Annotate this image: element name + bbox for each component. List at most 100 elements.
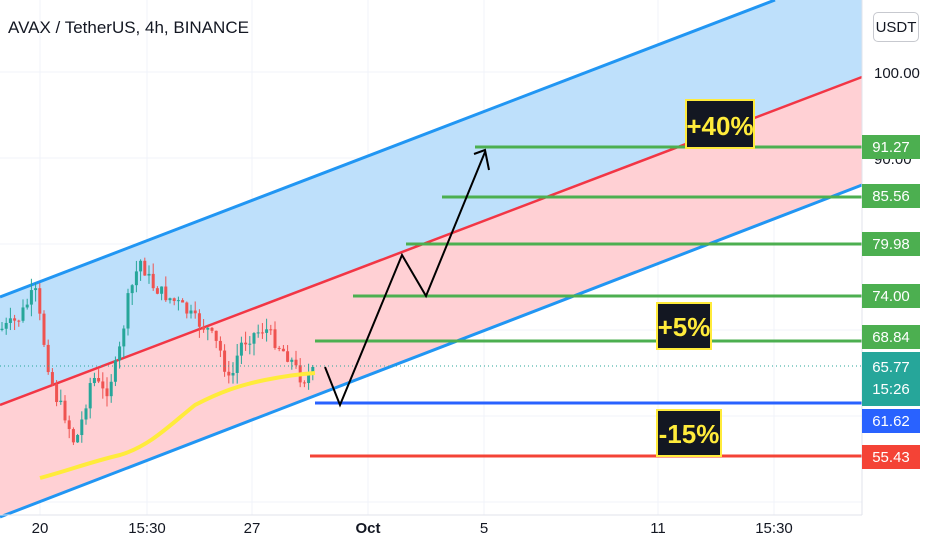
channel-top-line[interactable] (0, 0, 776, 299)
projected-path[interactable] (324, 151, 486, 408)
candle-body (189, 310, 193, 314)
svg-text:68.84: 68.84 (872, 329, 910, 346)
candle-body (218, 340, 222, 351)
candle-body (42, 313, 46, 345)
candle-body (151, 273, 155, 289)
candle-body (176, 300, 180, 302)
candle-body (214, 330, 218, 341)
candle-body (294, 359, 298, 366)
candle-body (113, 360, 117, 382)
svg-text:79.98: 79.98 (872, 236, 910, 253)
candle-body (109, 381, 113, 397)
candle-body (38, 288, 42, 314)
price-label-74-00: 74.00 (862, 284, 920, 308)
candle-body (139, 260, 143, 272)
currency-button[interactable]: USDT (873, 12, 919, 42)
candle-body (265, 329, 269, 333)
candle-body (302, 382, 306, 384)
price-label-68-84: 68.84 (862, 325, 920, 349)
candle-body (239, 342, 243, 356)
candle-body (101, 381, 105, 389)
candle-body (134, 271, 138, 286)
svg-text:15:26: 15:26 (872, 381, 910, 398)
candle-body (76, 435, 80, 443)
candle-body (147, 273, 151, 276)
candle-body (160, 286, 164, 294)
candle-body (311, 366, 315, 375)
candle-body (231, 372, 235, 376)
candle-body (55, 384, 59, 403)
x-tick-27: 27 (244, 520, 261, 537)
candle-body (17, 320, 21, 322)
svg-text:-15%: -15% (659, 419, 720, 449)
current-price-label: 65.77 15:26 (862, 352, 920, 406)
svg-text:85.56: 85.56 (872, 188, 910, 205)
candle-body (59, 400, 63, 403)
svg-text:65.77: 65.77 (872, 359, 910, 376)
candle-body (88, 383, 92, 409)
svg-text:74.00: 74.00 (872, 288, 910, 305)
candle-body (97, 378, 101, 382)
price-label-55-43: 55.43 (862, 445, 920, 469)
candle-body (130, 285, 134, 294)
candle-body (252, 333, 256, 344)
candle-body (193, 310, 197, 314)
candle-body (227, 371, 231, 376)
candle-body (281, 348, 285, 352)
candle-body (84, 408, 88, 420)
annotation-minus-15[interactable]: -15% (656, 409, 722, 457)
candle-body (21, 307, 25, 321)
candle-body (67, 420, 71, 430)
svg-text:91.27: 91.27 (872, 139, 910, 156)
candle-body (248, 343, 252, 345)
x-tick-1530-b: 15:30 (755, 520, 793, 537)
x-tick-5: 5 (480, 520, 488, 537)
candle-body (92, 378, 96, 384)
annotation-plus-40[interactable]: +40% (685, 99, 755, 149)
candle-body (235, 355, 239, 373)
candle-body (25, 304, 29, 308)
candle-body (202, 326, 206, 330)
candle-body (197, 313, 201, 327)
candle-body (168, 298, 172, 301)
price-label-91-27: 91.27 (862, 135, 920, 159)
candle-body (164, 286, 168, 301)
time-axis[interactable]: 20 15:30 27 Oct 5 11 15:30 (0, 514, 862, 537)
svg-text:+5%: +5% (658, 312, 711, 342)
candle-body (80, 419, 84, 436)
candle-body (260, 332, 264, 334)
candle-body (273, 329, 277, 348)
price-axis[interactable]: 100.00 90.00 91.27 85.56 79.98 74.00 68.… (861, 0, 932, 515)
svg-text:55.43: 55.43 (872, 449, 910, 466)
candle-body (277, 347, 281, 349)
x-tick-1530: 15:30 (128, 520, 166, 537)
moving-average-line (39, 371, 316, 480)
candle-body (63, 400, 67, 421)
candle-body (8, 318, 12, 323)
y-tick-100: 100.00 (874, 65, 920, 82)
candle-body (71, 429, 75, 443)
candle-body (256, 332, 260, 334)
price-label-79-98: 79.98 (862, 232, 920, 256)
svg-text:+40%: +40% (686, 111, 753, 141)
x-tick-11: 11 (650, 520, 666, 537)
symbol-title[interactable]: AVAX / TetherUS, 4h, BINANCE (8, 18, 249, 37)
channel-upper-fill (0, 0, 862, 405)
candle-body (13, 318, 17, 321)
candle-body (181, 300, 185, 303)
candle-body (0, 328, 4, 330)
annotation-plus-5[interactable]: +5% (656, 302, 712, 350)
candles (0, 257, 315, 446)
candle-body (105, 388, 109, 397)
candle-body (122, 328, 126, 347)
candle-body (29, 290, 33, 305)
candle-body (307, 374, 311, 384)
candle-body (210, 327, 214, 331)
candle-body (172, 298, 176, 301)
candle-body (126, 293, 130, 329)
candle-body (206, 327, 210, 330)
channel-bottom-line[interactable] (0, 183, 863, 519)
x-tick-20: 20 (32, 520, 49, 537)
